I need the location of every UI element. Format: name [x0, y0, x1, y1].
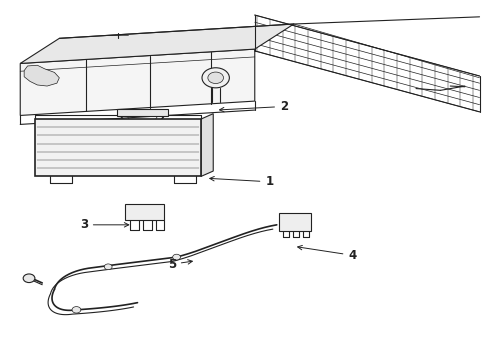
- Circle shape: [172, 254, 180, 260]
- Circle shape: [202, 68, 229, 88]
- Circle shape: [208, 72, 223, 84]
- Circle shape: [72, 307, 81, 313]
- Text: 5: 5: [168, 258, 192, 271]
- Text: 1: 1: [210, 175, 273, 188]
- Bar: [279, 213, 311, 231]
- Circle shape: [23, 274, 35, 283]
- Text: 2: 2: [220, 100, 288, 113]
- Text: 4: 4: [298, 246, 357, 262]
- Bar: [125, 204, 164, 220]
- Bar: [35, 119, 201, 176]
- Polygon shape: [24, 65, 59, 86]
- Bar: [117, 109, 168, 116]
- Polygon shape: [20, 49, 255, 116]
- Text: 3: 3: [80, 218, 129, 231]
- Circle shape: [104, 264, 112, 270]
- Polygon shape: [201, 114, 213, 176]
- Polygon shape: [20, 24, 294, 63]
